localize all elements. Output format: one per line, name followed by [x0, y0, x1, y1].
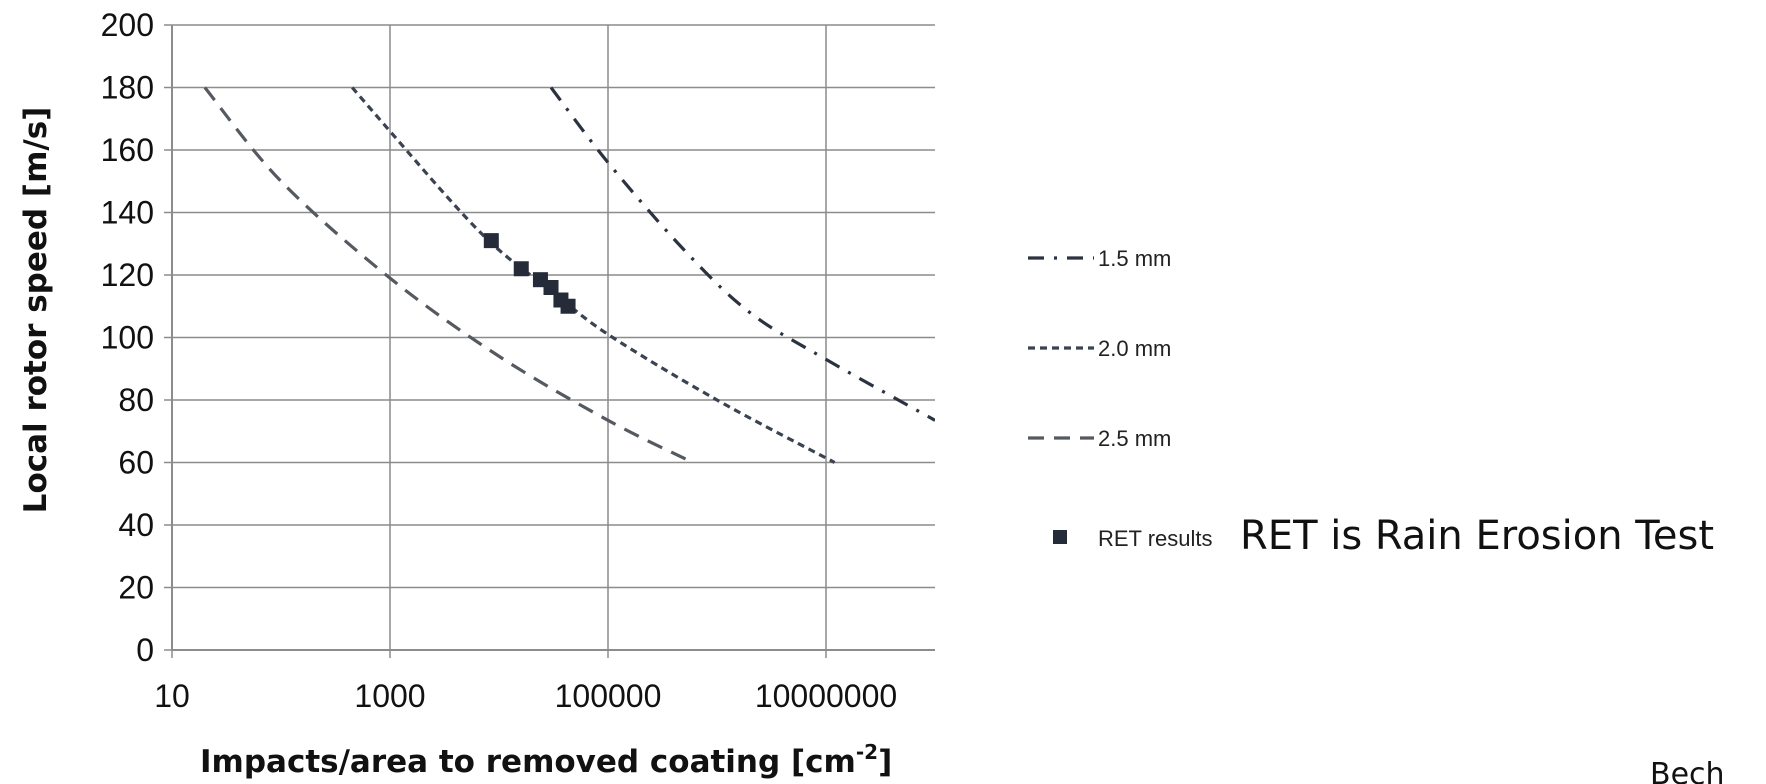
series-line-2-5-mm — [203, 86, 694, 464]
ret-results-marker — [560, 298, 576, 314]
ret-results-marker — [513, 261, 529, 277]
y-tick-label: 140 — [101, 195, 154, 231]
y-tick-label: 20 — [118, 570, 154, 606]
x-axis-title-end: ] — [878, 744, 892, 780]
x-tick-label: 10000000 — [755, 678, 897, 714]
corner-text: Bech — [1650, 757, 1725, 784]
y-tick-label: 0 — [136, 632, 154, 668]
x-tick-label: 1000 — [354, 678, 425, 714]
x-tick-label: 10 — [154, 678, 190, 714]
y-tick-label: 180 — [101, 70, 154, 106]
annotation-text: RET is Rain Erosion Test — [1240, 513, 1714, 559]
y-tick-label: 160 — [101, 132, 154, 168]
legend-symbol-ret-results — [1053, 530, 1067, 544]
legend-label-ret-results: RET results — [1098, 526, 1213, 551]
axes — [164, 24, 935, 658]
series — [203, 86, 935, 464]
x-tick-labels: 10 1000 100000 10000000 — [154, 678, 897, 714]
y-axis-title: Local rotor speed [m/s] — [18, 107, 54, 514]
y-tick-label: 200 — [101, 7, 154, 43]
x-axis-title-main: Impacts/area to removed coating [cm — [200, 744, 856, 780]
ret-results-marker — [483, 233, 499, 249]
y-tick-label: 100 — [101, 320, 154, 356]
legend: 1.5 mm 2.0 mm 2.5 mm RET results — [1028, 246, 1213, 551]
legend-label-2-0-mm: 2.0 mm — [1098, 336, 1171, 361]
legend-label-1-5-mm: 1.5 mm — [1098, 246, 1171, 271]
x-axis-title: Impacts/area to removed coating [cm-2] — [200, 740, 892, 780]
legend-label-2-5-mm: 2.5 mm — [1098, 426, 1171, 451]
y-tick-label: 80 — [118, 382, 154, 418]
y-tick-label: 40 — [118, 507, 154, 543]
ret-results-marker — [543, 280, 559, 295]
x-axis-title-superscript: -2 — [856, 740, 878, 764]
y-tick-label: 120 — [101, 257, 154, 293]
x-tick-label: 100000 — [555, 678, 662, 714]
y-tick-label: 60 — [118, 445, 154, 481]
series-line-1-5-mm — [549, 86, 935, 422]
y-tick-labels: 0 20 40 60 80 100 120 140 160 180 200 — [101, 7, 154, 668]
grid — [172, 24, 935, 650]
